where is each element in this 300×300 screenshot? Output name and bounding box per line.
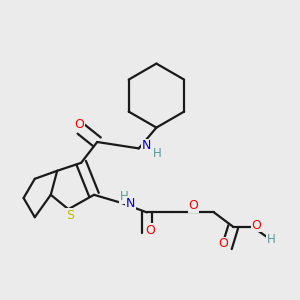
Text: N: N xyxy=(126,197,136,210)
Text: H: H xyxy=(153,147,162,160)
Text: N: N xyxy=(142,139,152,152)
Text: S: S xyxy=(66,209,74,222)
Text: H: H xyxy=(120,190,129,203)
Text: O: O xyxy=(145,224,155,236)
Text: O: O xyxy=(75,118,85,131)
Text: O: O xyxy=(251,219,261,232)
Text: O: O xyxy=(219,237,229,250)
Text: O: O xyxy=(188,199,198,212)
Text: H: H xyxy=(267,233,275,246)
